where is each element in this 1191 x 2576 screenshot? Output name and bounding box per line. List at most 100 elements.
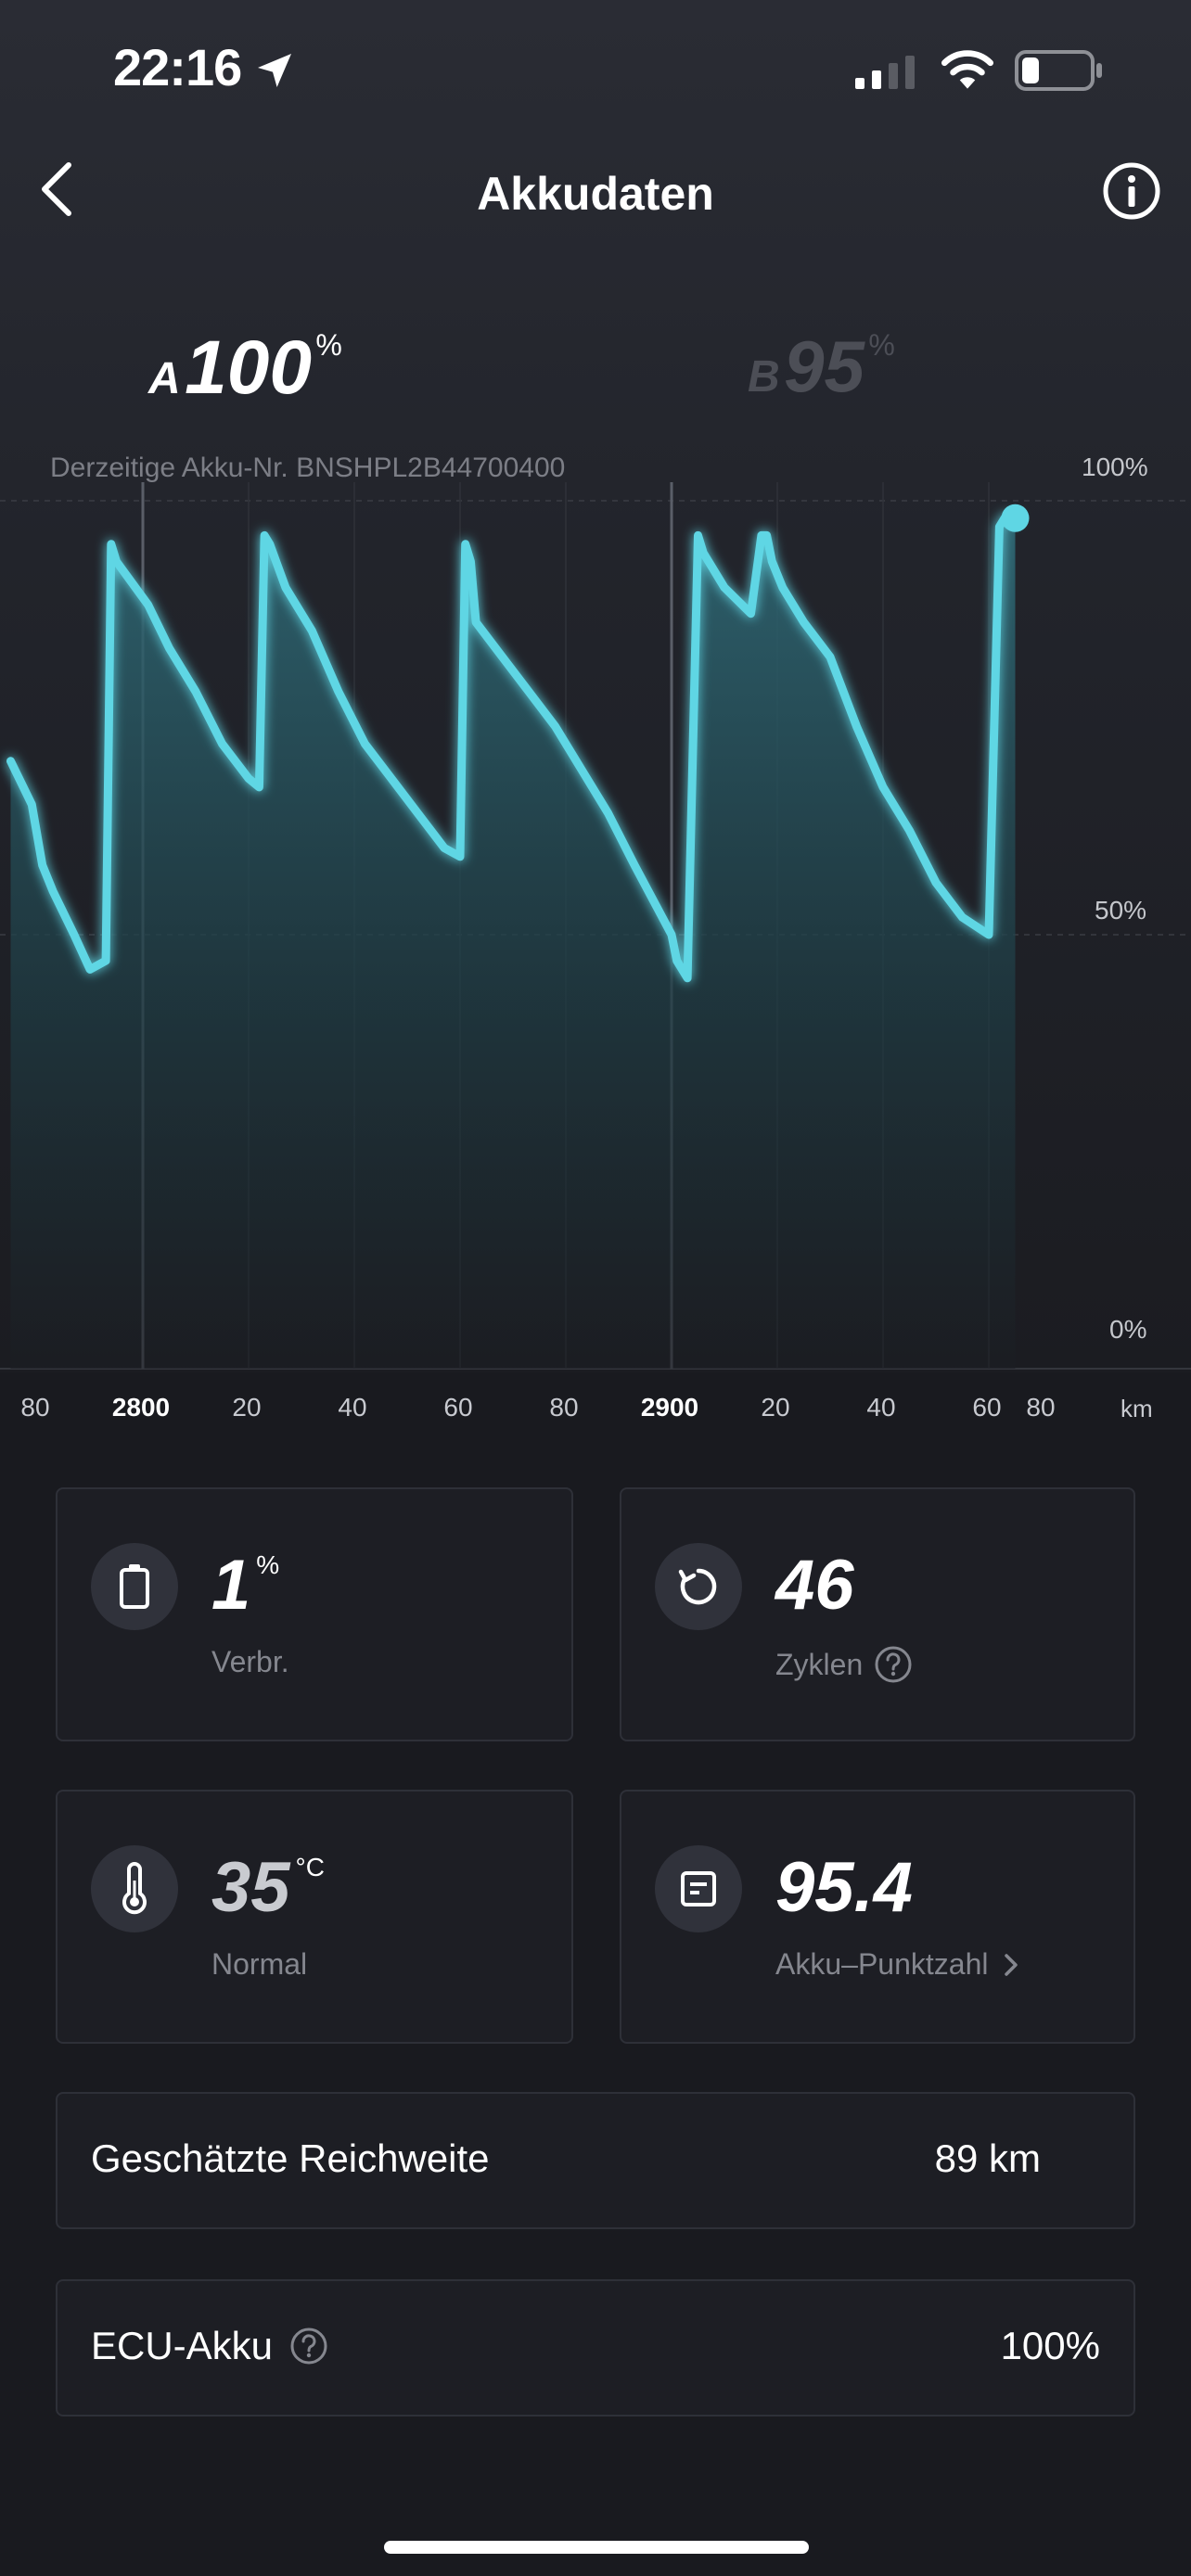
battery-number: Derzeitige Akku-Nr. BNSHPL2B44700400 <box>50 453 566 483</box>
chart-point <box>71 932 77 937</box>
chart-point <box>463 542 468 547</box>
chart-point <box>749 611 754 617</box>
battery-status-icon <box>1015 50 1102 91</box>
back-button[interactable] <box>28 152 93 226</box>
temperature-value: 35 °C <box>211 1848 325 1927</box>
temperature-label: Normal <box>211 1947 308 1981</box>
chart-point <box>500 654 506 659</box>
chart-point <box>696 532 701 538</box>
chart-current-point <box>1001 504 1030 532</box>
cellular-signal-icon <box>855 56 915 89</box>
x-tick-label: 40 <box>866 1393 896 1422</box>
ecu-label-wrap: ECU-Akku <box>91 2324 328 2368</box>
chart-point <box>769 559 775 565</box>
y-label-0: 0% <box>1109 1315 1147 1344</box>
chart-point <box>996 524 1002 529</box>
x-tick-label: 2800 <box>111 1393 171 1422</box>
consumption-value: 1% <box>211 1546 280 1625</box>
x-unit-label: km <box>1121 1395 1153 1422</box>
chart-point <box>700 550 706 555</box>
chart-point <box>109 542 114 547</box>
x-tick-label: 60 <box>972 1393 1002 1422</box>
chart-point <box>220 741 225 746</box>
chart-point <box>415 810 420 816</box>
chart-series-line <box>6 514 1019 983</box>
score-value: 95.4 <box>775 1848 913 1927</box>
chart-point <box>442 845 447 850</box>
battery-b-unit: % <box>868 328 895 362</box>
x-tick-label: 20 <box>232 1393 262 1422</box>
info-icon[interactable] <box>1100 159 1163 223</box>
chart-point <box>553 723 558 729</box>
chart-point <box>933 880 939 886</box>
chart-point <box>457 854 463 860</box>
chart-area-fill <box>10 517 1016 1369</box>
range-row: Geschätzte Reichweite 89 km <box>56 2092 1135 2229</box>
chart-point <box>854 723 860 729</box>
battery-level-chart[interactable] <box>0 482 1191 1372</box>
page-title: Akkudaten <box>477 168 714 220</box>
chart-point <box>473 619 479 625</box>
x-tick-label: 80 <box>1026 1393 1056 1422</box>
chart-point <box>389 776 394 782</box>
chart-point <box>706 559 711 565</box>
chart-point <box>167 645 173 651</box>
y-label-100: 100% <box>1082 453 1148 481</box>
chart-point <box>907 828 913 834</box>
y-label-50: 50% <box>1095 896 1147 925</box>
chart-point <box>526 689 531 695</box>
chart-point <box>960 914 966 920</box>
status-time: 22:16 <box>113 38 242 96</box>
chart-point <box>467 559 473 565</box>
chart-point <box>50 888 56 894</box>
x-tick-label: 60 <box>443 1393 473 1422</box>
x-tick-label: 20 <box>761 1393 790 1422</box>
score-card[interactable]: 95.4 Akku–Punktzahl <box>620 1790 1135 2044</box>
cycles-value: 46 <box>775 1546 854 1625</box>
chart-point <box>764 532 770 538</box>
chart-point <box>246 776 251 782</box>
x-tick-label: 80 <box>549 1393 579 1422</box>
battery-a-value: 100 <box>185 325 312 410</box>
battery-a-tab[interactable]: A 100 % <box>148 325 342 412</box>
location-arrow-icon <box>258 54 291 87</box>
document-icon <box>655 1845 742 1932</box>
battery-b-tab[interactable]: B 95 % <box>748 325 895 409</box>
chart-point <box>29 802 34 808</box>
consumption-label: Verbr. <box>211 1645 289 1678</box>
chart-point <box>146 602 151 607</box>
x-tick-label: 2900 <box>640 1393 699 1422</box>
chart-point <box>880 784 886 790</box>
ecu-label: ECU-Akku <box>91 2324 274 2367</box>
thermometer-icon <box>91 1845 178 1932</box>
chart-point <box>606 810 611 816</box>
chart-point <box>827 654 833 659</box>
chart-point <box>267 542 273 547</box>
chart-point <box>256 784 262 790</box>
chart-point <box>579 767 584 772</box>
chart-point <box>669 932 674 937</box>
battery-b-letter: B <box>748 352 780 402</box>
chart-point <box>679 966 685 972</box>
ecu-row: ECU-Akku 100% <box>56 2279 1135 2417</box>
chart-point <box>986 932 992 937</box>
help-icon[interactable] <box>289 2327 328 2366</box>
temperature-card: 35 °C Normal <box>56 1790 573 2044</box>
x-tick-label: 80 <box>20 1393 50 1422</box>
refresh-icon <box>655 1543 742 1630</box>
chart-point <box>283 585 288 591</box>
chart-point <box>801 619 807 625</box>
cycles-label: Zyklen <box>775 1647 864 1681</box>
score-label: Akku–Punktzahl <box>775 1947 989 1981</box>
help-icon[interactable] <box>874 1645 913 1684</box>
chart-point <box>674 958 680 963</box>
score-label-wrap: Akku–Punktzahl <box>775 1947 1021 1982</box>
chart-point <box>309 628 314 633</box>
consumption-card: 1% Verbr. <box>56 1487 573 1741</box>
ecu-value: 100% <box>1000 2324 1100 2367</box>
chart-point <box>759 532 764 538</box>
chart-point <box>262 532 267 538</box>
cycles-card: 46 Zyklen <box>620 1487 1135 1741</box>
chart-point <box>632 862 637 868</box>
home-indicator[interactable] <box>384 2541 809 2554</box>
